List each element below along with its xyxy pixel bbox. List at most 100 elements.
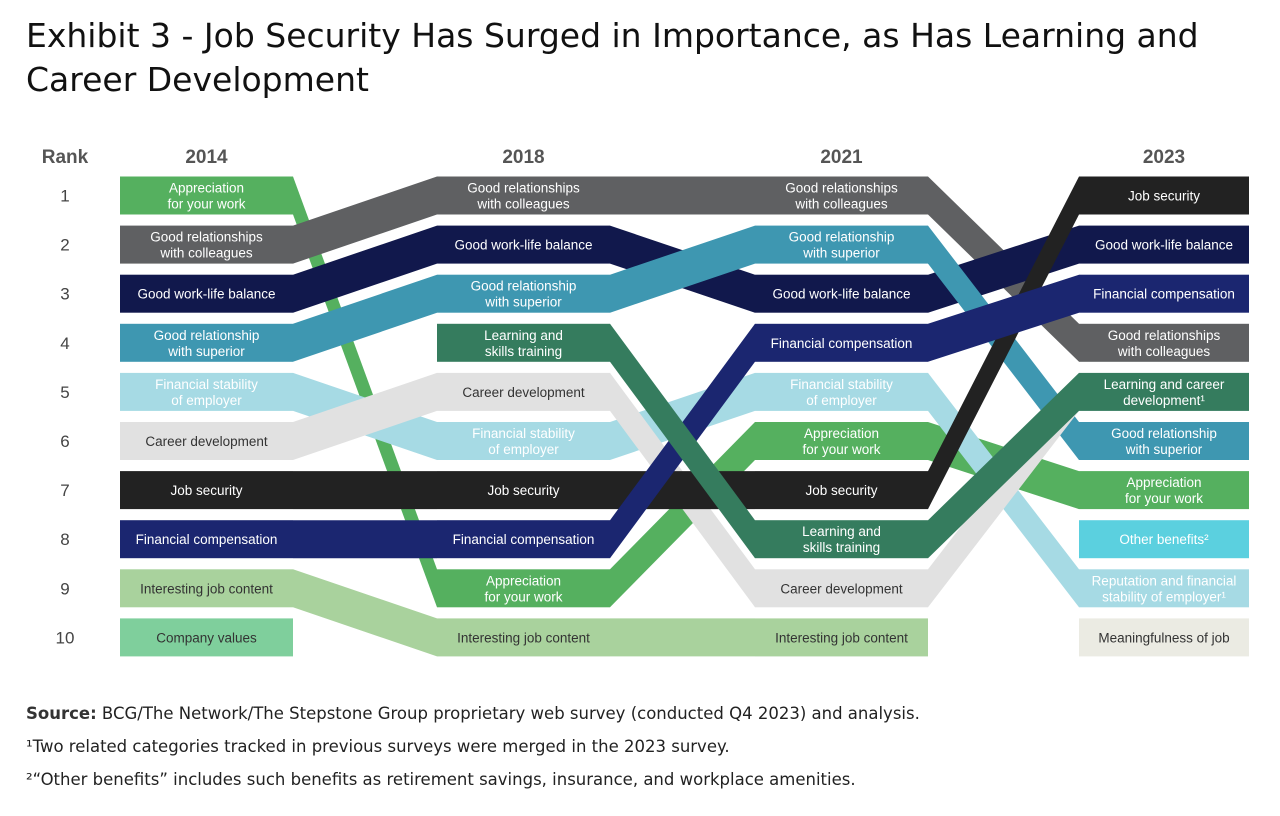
footnotes: Source: BCG/The Network/The Stepstone Gr… (26, 703, 1256, 802)
bar-label-appreciation-2021: Appreciation for your work (802, 426, 880, 457)
bar-label-meaning-2023: Meaningfulness of job (1098, 630, 1229, 645)
footnote-2: ²“Other benefits” includes such benefits… (26, 770, 856, 789)
bar-label-security-2023: Job security (1128, 189, 1200, 204)
bump-chart: Rank 2014 2018 2021 2023 1 2 3 4 5 6 7 8 9 10 Appreciat… (42, 147, 1249, 657)
bar-label-other-2023: Other benefits² (1119, 532, 1209, 547)
bar-compensation-2018 (437, 520, 610, 559)
rank-label-8: 8 (60, 530, 69, 549)
bar-label-compensation-2021: Financial compensation (771, 336, 913, 351)
bar-label-worklife-2023: Good work-life balance (1095, 238, 1233, 253)
bar-colleagues-2023 (1079, 323, 1249, 362)
link-compensation-2014-2018 (293, 520, 437, 559)
bar-label-appreciation-2023: Appreciation for your work (1125, 475, 1203, 506)
bar-learning-2021 (755, 520, 928, 559)
bar-superior-2021 (755, 225, 928, 264)
link-worklife-2014-2018 (293, 225, 437, 313)
bar-learning-2018 (437, 323, 610, 362)
bar-label-values-2014: Company values (156, 630, 257, 645)
bar-worklife-2018 (437, 225, 610, 264)
bar-career-2014 (120, 422, 293, 460)
bar-content-2021 (755, 618, 928, 657)
link-security-2014-2018 (293, 471, 437, 510)
bar-label-colleagues-2014: Good relationships with colleagues (150, 230, 263, 261)
bar-label-security-2014: Job security (170, 483, 242, 498)
bar-label-career-2018: Career development (462, 385, 585, 400)
source-note: Source: BCG/The Network/The Stepstone Gr… (26, 703, 1256, 725)
bar-label-superior-2014: Good relationship with superior (154, 328, 260, 359)
bar-label-learning-2018: Learning and skills training (484, 328, 563, 359)
bar-label-worklife-2014: Good work-life balance (137, 287, 275, 302)
bar-label-worklife-2018: Good work-life balance (454, 238, 592, 253)
bar-superior-2018 (437, 274, 610, 313)
bar-compensation-2023 (1079, 274, 1249, 313)
rank-label-5: 5 (60, 383, 69, 402)
bar-other-2023 (1079, 520, 1249, 559)
bar-label-content-2014: Interesting job content (140, 581, 273, 596)
link-security-2021-2023 (928, 176, 1079, 510)
link-colleagues-2014-2018 (293, 176, 437, 264)
bar-colleagues-2018 (437, 176, 610, 215)
bar-content-2018 (437, 618, 610, 657)
rank-label-6: 6 (60, 432, 69, 451)
bar-learning-2023 (1079, 372, 1249, 411)
bar-label-colleagues-2021: Good relationships with colleagues (785, 181, 898, 212)
rank-label-10: 10 (56, 628, 75, 647)
bar-worklife-2023 (1079, 225, 1249, 264)
bar-appreciation-2023 (1079, 471, 1249, 510)
bar-worklife-2014 (120, 274, 293, 313)
bar-appreciation-2014 (120, 176, 293, 215)
bar-label-security-2018: Job security (487, 483, 559, 498)
bar-security-2023 (1079, 176, 1249, 215)
bar-label-career-2014: Career development (145, 434, 268, 449)
bar-label-learning-2023: Learning and career development¹ (1104, 377, 1225, 408)
bar-label-content-2021: Interesting job content (775, 630, 908, 645)
bar-label-compensation-2014: Financial compensation (136, 532, 278, 547)
bar-label-colleagues-2023: Good relationships with colleagues (1108, 328, 1221, 359)
bar-meaning-2023 (1079, 618, 1249, 657)
rank-label-7: 7 (60, 481, 69, 500)
bar-stability-2021 (755, 372, 928, 411)
rank-label-9: 9 (60, 579, 69, 598)
rank-label-4: 4 (60, 334, 69, 353)
bar-superior-2023 (1079, 422, 1249, 460)
bar-compensation-2014 (120, 520, 293, 559)
bar-security-2021 (755, 471, 928, 510)
rank-label-1: 1 (60, 187, 69, 206)
year-header-2014: 2014 (185, 147, 228, 168)
bar-label-stability-2021: Financial stability of employer (790, 377, 893, 408)
year-header-2021: 2021 (820, 147, 863, 168)
link-learning-2018-2021 (610, 323, 755, 559)
link-superior-2018-2021 (610, 225, 755, 313)
bar-label-career-2021: Career development (780, 581, 903, 596)
bar-label-compensation-2023: Financial compensation (1093, 287, 1235, 302)
bar-label-stability-2023: Reputation and financial stability of emp… (1092, 573, 1237, 604)
bar-values-2014 (120, 618, 293, 657)
bar-superior-2014 (120, 323, 293, 362)
bar-label-colleagues-2018: Good relationships with colleagues (467, 181, 580, 212)
bar-appreciation-2021 (755, 422, 928, 460)
bar-label-appreciation-2014: Appreciation for your work (167, 181, 245, 212)
bar-label-content-2018: Interesting job content (457, 630, 590, 645)
bar-layer: Appreciation for your work Appreciation for… (120, 176, 1249, 657)
bar-label-stability-2018: Financial stability of employer (472, 426, 575, 457)
link-learning-2021-2023 (928, 372, 1079, 559)
link-appreciation-2018-2021 (610, 422, 755, 608)
year-header-2018: 2018 (502, 147, 544, 168)
bar-label-compensation-2018: Financial compensation (453, 532, 595, 547)
link-content-2014-2018 (293, 569, 437, 657)
rank-header: Rank (42, 147, 89, 168)
bar-appreciation-2018 (437, 569, 610, 608)
link-career-2014-2018 (293, 372, 437, 460)
year-header-2023: 2023 (1143, 147, 1185, 168)
bar-stability-2014 (120, 372, 293, 411)
bar-stability-2023 (1079, 569, 1249, 608)
bar-label-superior-2023: Good relationship with superior (1111, 426, 1217, 457)
bar-career-2021 (755, 569, 928, 608)
bar-stability-2018 (437, 422, 610, 460)
bar-label-security-2021: Job security (805, 483, 877, 498)
bar-label-superior-2021: Good relationship with superior (789, 230, 895, 261)
rank-label-3: 3 (60, 285, 69, 304)
connector-layer (293, 176, 1079, 657)
bar-compensation-2021 (755, 323, 928, 362)
chart-title: Exhibit 3 - Job Security Has Surged in I… (26, 16, 1199, 99)
